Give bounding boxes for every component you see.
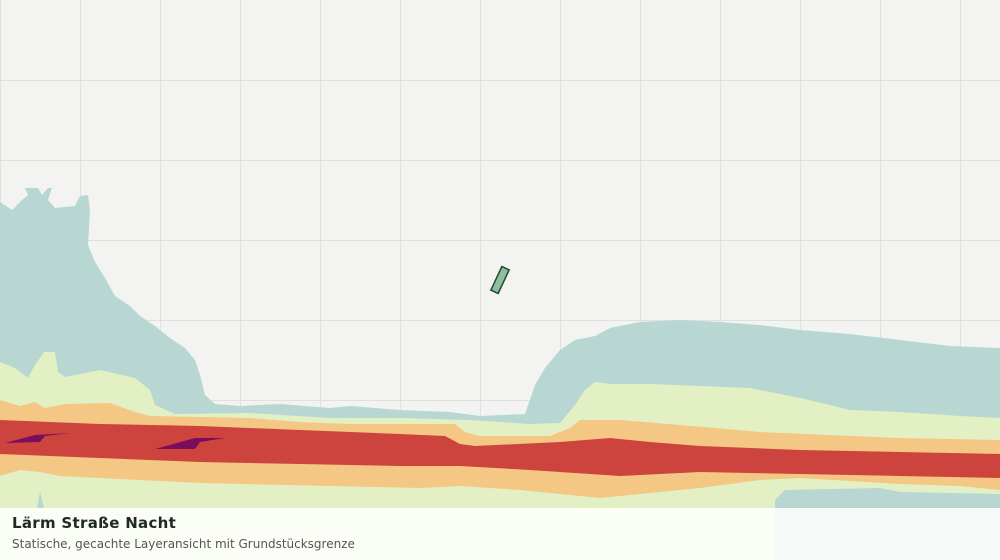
noise-zone-extreme xyxy=(155,438,225,449)
noise-zone-very-high xyxy=(0,420,1000,478)
noise-zone-low-spike xyxy=(37,492,44,508)
noise-zone-extreme xyxy=(5,433,70,443)
subtitle: Statische, gecachte Layeransicht mit Gru… xyxy=(12,537,355,551)
parcel-boundary[interactable] xyxy=(489,265,511,295)
title: Lärm Straße Nacht xyxy=(12,514,177,532)
caption-panel: Lärm Straße Nacht Statische, gecachte La… xyxy=(0,508,1000,560)
